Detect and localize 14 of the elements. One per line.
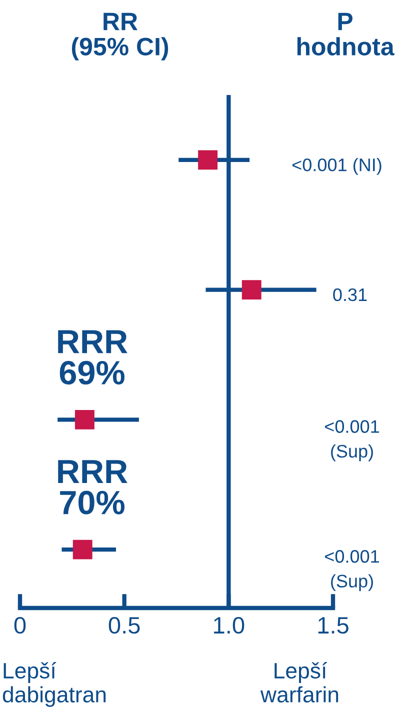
text: P hodnota	[297, 12, 394, 56]
x-tick-label: 0	[14, 616, 26, 634]
annotation: <0.001 (Sup)	[325, 420, 379, 462]
annotation: RRR 69%	[58, 330, 128, 385]
text: Lepší warfarin	[260, 662, 338, 703]
text: RR (95% CI)	[72, 12, 168, 60]
x-tick-label: 1.0	[214, 616, 244, 634]
text: 0.31	[333, 288, 367, 302]
text: Lepší dabigatran	[2, 662, 106, 707]
annotation: RRR 70%	[58, 460, 128, 514]
x-tick-label: 1.5	[318, 617, 348, 634]
annotation: <0.001 (Sup)	[325, 550, 379, 592]
x-tick-label: 0.5	[108, 616, 140, 634]
annotation: <0.001 (NI)	[292, 158, 382, 175]
